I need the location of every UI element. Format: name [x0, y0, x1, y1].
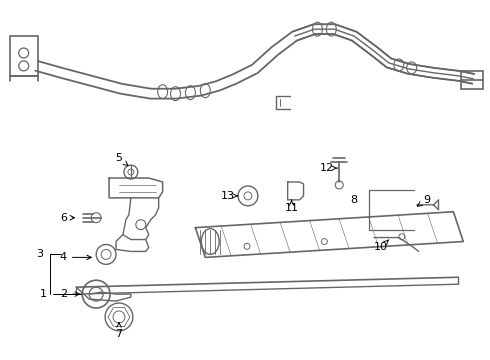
Text: 9: 9 [417, 195, 430, 206]
Text: 6: 6 [60, 213, 74, 223]
Text: 10: 10 [374, 240, 389, 252]
Text: 5: 5 [116, 153, 128, 166]
Text: 3: 3 [36, 249, 43, 260]
Bar [461, 71, 483, 89]
Text: 4: 4 [60, 252, 91, 262]
Text: 2: 2 [60, 289, 79, 299]
Text: 1: 1 [40, 289, 47, 299]
Text: 11: 11 [285, 200, 298, 213]
Text: 13: 13 [221, 191, 238, 201]
Bar [10, 36, 38, 76]
Text: 7: 7 [116, 323, 122, 339]
Text: 8: 8 [350, 195, 358, 205]
Text: 12: 12 [320, 163, 337, 173]
